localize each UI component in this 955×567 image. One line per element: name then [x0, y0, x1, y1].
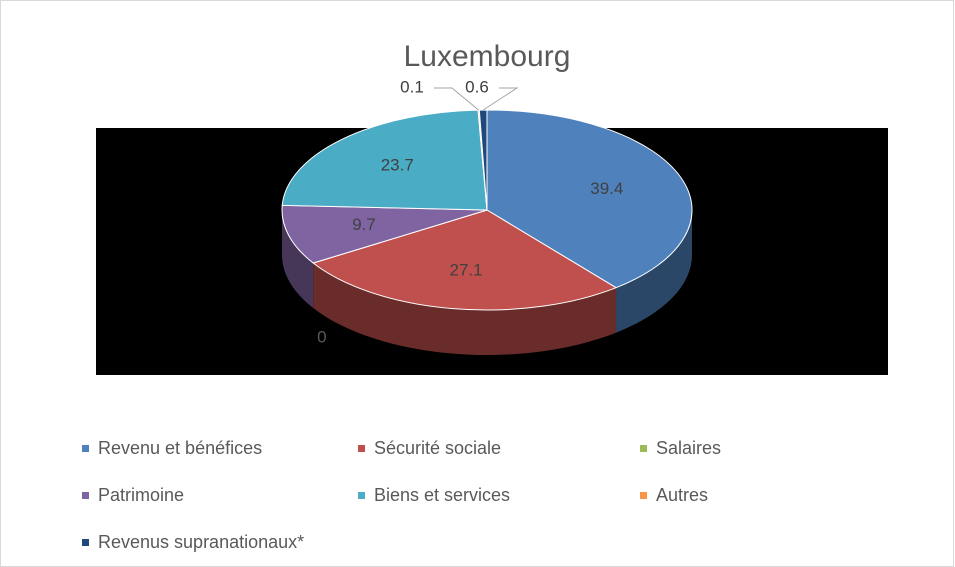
- pie-slice: [486, 109, 693, 289]
- pie-side: [313, 263, 617, 356]
- data-label: 0.1: [400, 77, 424, 96]
- chart-title: Luxembourg: [404, 40, 571, 73]
- legend-swatch: [82, 539, 89, 546]
- legend-swatch: [82, 492, 89, 499]
- legend-swatch: [82, 445, 89, 452]
- leader-line: [434, 87, 479, 111]
- data-label: 9.7: [352, 215, 376, 234]
- legend-label: Salaires: [656, 438, 721, 458]
- pie-side: [616, 210, 692, 333]
- data-label: 0.6: [465, 77, 489, 96]
- leader-line: [482, 87, 519, 111]
- data-label: 39.4: [590, 179, 623, 198]
- pie-slice: [281, 109, 488, 211]
- legend-swatch: [358, 492, 365, 499]
- legend-swatch: [358, 445, 365, 452]
- data-label: 0: [317, 328, 326, 347]
- legend-label: Revenu et bénéfices: [98, 438, 262, 458]
- legend-label: Revenus supranationaux*: [98, 532, 304, 552]
- legend-label: Sécurité sociale: [374, 438, 501, 458]
- pie-slice: [281, 204, 488, 264]
- pie-slice: [312, 209, 618, 311]
- legend-label: Autres: [656, 485, 708, 505]
- legend-label: Patrimoine: [98, 485, 184, 505]
- legend-swatch: [640, 492, 647, 499]
- pie-side: [282, 210, 314, 309]
- legend-swatch: [640, 445, 647, 452]
- legend-label: Biens et services: [374, 485, 510, 505]
- data-label: 27.1: [450, 261, 483, 280]
- data-label: 23.7: [381, 156, 414, 175]
